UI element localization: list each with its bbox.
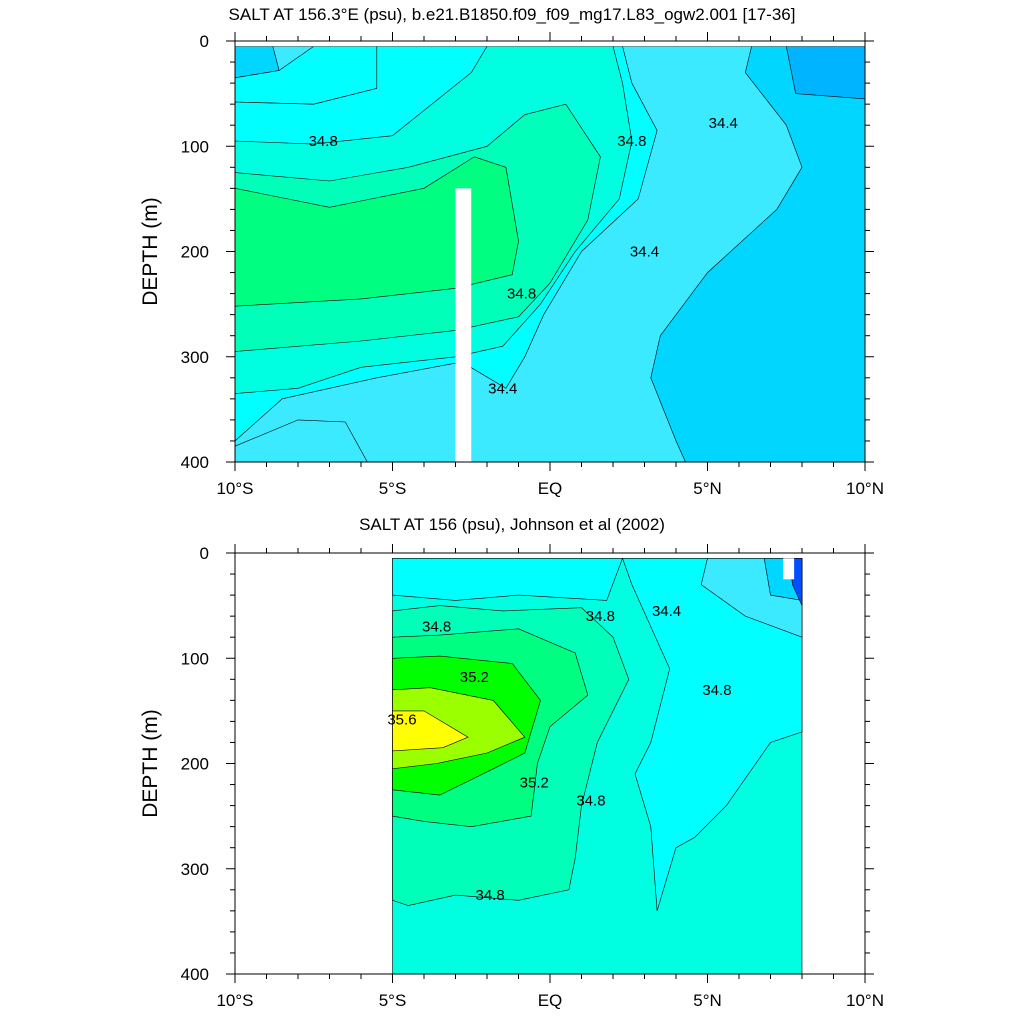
x-tick-label: 5°S	[379, 479, 407, 498]
axes-bottom: 10°S 5°S EQ 5°N 10°N 0 100 200 300 400 DEPTH (m)	[139, 544, 884, 1010]
x-tick-label: 5°S	[379, 991, 407, 1010]
contour-label: 34.8	[309, 133, 338, 150]
contour-labels: 34.8 34.8 34.4 34.8 35.2 35.6 35.2 34.8 34.8	[387, 603, 731, 904]
y-tick-label: 0	[200, 32, 209, 51]
contour-label: 34.4	[488, 380, 517, 397]
contour-label: 34.4	[709, 115, 738, 132]
y-tick-label: 200	[181, 243, 209, 262]
contour-label: 34.4	[630, 244, 659, 261]
y-tick-label: 400	[181, 453, 209, 472]
contour-label: 34.8	[586, 608, 615, 625]
obs-east-cyan	[622, 557, 803, 911]
field-ne	[785, 45, 866, 100]
contour-label: 34.8	[507, 286, 536, 303]
x-tick-label: 10°S	[216, 991, 253, 1010]
missing-data-strip	[455, 188, 472, 462]
obs-notch	[783, 558, 795, 580]
bottom-chart-title: SALT AT 156 (psu), Johnson et al (2002)	[359, 515, 665, 534]
x-tick-label: 10°S	[216, 479, 253, 498]
x-tick-label: EQ	[538, 991, 563, 1010]
x-tick-label: 5°N	[693, 991, 722, 1010]
x-tick-label: 5°N	[693, 479, 722, 498]
obs-field	[392, 557, 803, 975]
x-tick-label: 10°N	[846, 479, 884, 498]
y-tick-label: 300	[181, 860, 209, 879]
contour-label: 34.8	[576, 792, 605, 809]
contour-label: 34.8	[702, 682, 731, 699]
y-tick-label: 100	[181, 649, 209, 668]
y-axis-label: DEPTH (m)	[139, 197, 162, 306]
y-tick-label: 100	[181, 137, 209, 156]
y-tick-label: 200	[181, 755, 209, 774]
y-axis-label: DEPTH (m)	[139, 709, 162, 818]
obs-surface-band	[392, 557, 623, 601]
contour-label: 34.8	[476, 887, 505, 904]
x-tick-label: EQ	[538, 479, 563, 498]
contour-label: 34.8	[617, 133, 646, 150]
contour-label: 35.2	[460, 669, 489, 686]
y-tick-label: 0	[200, 544, 209, 563]
model-field	[234, 41, 866, 463]
contour-label: 35.6	[387, 711, 416, 728]
y-tick-label: 400	[181, 965, 209, 984]
top-chart-title: SALT AT 156.3°E (psu), b.e21.B1850.f09_f…	[228, 5, 796, 24]
contour-label: 34.4	[652, 603, 681, 620]
contour-labels: 34.8 34.8 34.4 34.4 34.8 34.4	[309, 115, 738, 397]
contour-label: 34.8	[422, 619, 451, 636]
x-tick-label: 10°N	[846, 991, 884, 1010]
y-tick-label: 300	[181, 348, 209, 367]
contour-label: 35.2	[520, 774, 549, 791]
axes-top: 10°S 5°S EQ 5°N 10°N 0 100 200 300 400 DEPTH (m)	[139, 32, 884, 498]
obs-356	[392, 710, 469, 752]
field-inner-core	[234, 156, 519, 307]
top-mask	[235, 41, 865, 47]
